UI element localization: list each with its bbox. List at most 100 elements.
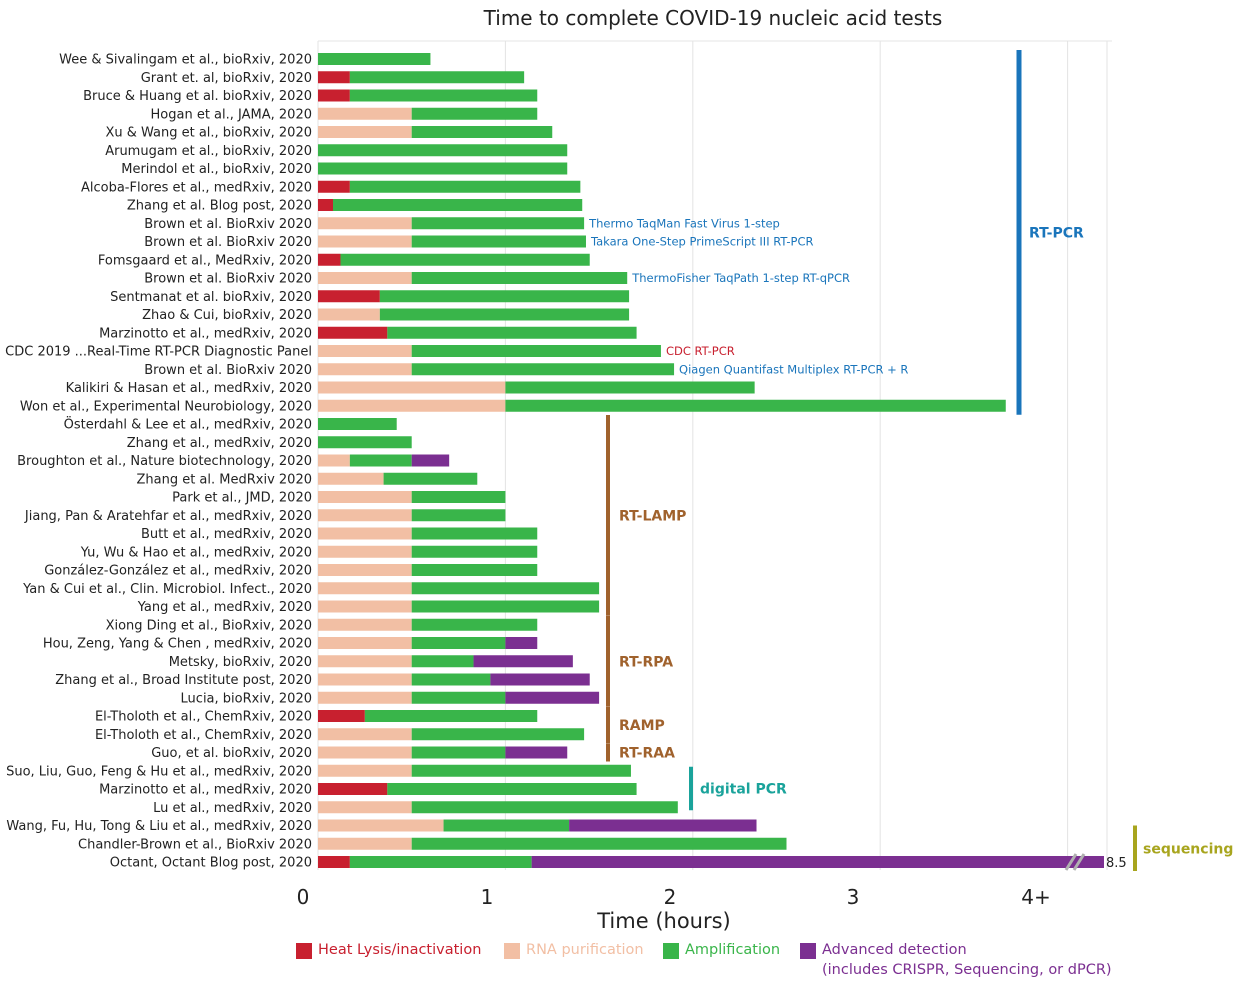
bar-segment-rna	[318, 272, 412, 284]
bar-segment-heat	[318, 856, 350, 868]
bar-segment-amp	[349, 71, 525, 84]
bar-segment-amp	[318, 53, 431, 65]
bar-segment-rna	[318, 673, 412, 686]
row-label: Zhang et al., medRxiv, 2020	[127, 436, 312, 451]
bar-segment-amp	[411, 126, 553, 138]
bar-segment-amp	[349, 89, 538, 102]
row-label: Marzinotto et al., medRxiv, 2020	[99, 783, 312, 798]
bar-segment-rna	[318, 363, 412, 376]
legend-swatch-heat	[296, 943, 312, 959]
bar-segment-adv	[490, 673, 590, 686]
row-label: Won et al., Experimental Neurobiology, 2…	[20, 399, 312, 414]
row-label: Suo, Liu, Guo, Feng & Hu et al., medRxiv…	[6, 764, 312, 779]
bar-segment-heat	[318, 180, 350, 193]
row-label: Fomsgaard et al., MedRxiv, 2020	[98, 253, 312, 268]
row-label: Lu et al., medRxiv, 2020	[153, 801, 312, 816]
row-label: Kalikiri & Hasan et al., medRxiv, 2020	[66, 381, 312, 396]
bar-segment-rna	[318, 655, 412, 668]
bar-segment-amp	[411, 491, 506, 503]
kit-annotation: Takara One-Step PrimeScript III RT-PCR	[590, 235, 814, 249]
row-label: Yu, Wu & Hao et al., medRxiv, 2020	[80, 545, 312, 560]
bar-segment-heat	[318, 71, 350, 84]
group-label: sequencing	[1143, 841, 1233, 857]
bar-segment-amp	[387, 326, 637, 339]
bar-segment-amp	[411, 235, 586, 248]
bar-segment-amp	[411, 673, 491, 686]
row-label: El-Tholoth et al., ChemRxiv, 2020	[95, 710, 312, 725]
row-label: Xiong Ding et al., BioRxiv, 2020	[106, 618, 312, 633]
bar-segment-amp	[505, 399, 1006, 412]
kit-annotation: ThermoFisher TaqPath 1-step RT-qPCR	[631, 271, 850, 285]
bar-segment-amp	[411, 746, 506, 759]
bar-segment-amp	[505, 381, 755, 394]
bar-segment-amp	[411, 527, 538, 540]
bar-segment-amp	[387, 783, 637, 795]
bar-segment-rna	[318, 126, 412, 138]
axis-break-mark	[1072, 853, 1086, 871]
legend-label-adv: Advanced detection (includes CRISPR, Seq…	[822, 942, 1112, 978]
bar-segment-rna	[318, 491, 412, 503]
bar-segment-adv	[569, 819, 757, 832]
bar-segment-amp	[411, 545, 538, 558]
row-label: Alcoba-Flores et al., medRxiv, 2020	[81, 180, 312, 195]
legend-item-heat: Heat Lysis/inactivation	[296, 940, 481, 960]
group-label: RT-PCR	[1029, 225, 1084, 241]
bar-segment-rna	[318, 728, 412, 741]
bar-segment-amp	[411, 217, 585, 230]
kit-annotation: Qiagen Quantifast Multiplex RT-PCR + R	[679, 362, 908, 376]
row-label: Zhao & Cui, bioRxiv, 2020	[142, 308, 312, 323]
row-label: Octant, Octant Blog post, 2020	[110, 856, 312, 871]
row-label: Guo, et al. bioRxiv, 2020	[151, 746, 312, 761]
row-label: Bruce & Huang et al. bioRxiv, 2020	[83, 89, 312, 104]
bar-segment-amp	[364, 710, 538, 722]
row-label: CDC 2019 ...Real-Time RT-PCR Diagnostic …	[5, 345, 312, 360]
bar-segment-amp	[411, 363, 675, 376]
bar-segment-heat	[318, 89, 350, 102]
bar-segment-amp	[411, 655, 474, 668]
bar-segment-rna	[318, 527, 412, 540]
legend-label-amp: Amplification	[685, 942, 781, 958]
row-label: Lucia, bioRxiv, 2020	[181, 691, 312, 706]
group-label: RT-RAA	[619, 746, 675, 762]
bar-segment-rna	[318, 691, 412, 704]
bar-segment-amp	[349, 454, 412, 467]
legend-label-heat: Heat Lysis/inactivation	[318, 942, 482, 958]
x-tick-label: 0	[297, 885, 310, 909]
bar-segment-adv	[505, 637, 538, 649]
bar-segment-amp	[411, 272, 628, 284]
bar-segment-amp	[411, 509, 506, 522]
group-label: RT-RPA	[619, 654, 673, 670]
row-label: Brown et al. BioRxiv 2020	[144, 272, 312, 287]
row-label: González-González et al., medRxiv, 2020	[44, 564, 312, 579]
bar-segment-rna	[318, 764, 412, 777]
bar-segment-rna	[318, 509, 412, 522]
axis-break-mark	[1064, 853, 1078, 871]
legend-item-amp: Amplification	[663, 940, 780, 960]
row-label: Zhang et al., Broad Institute post, 2020	[55, 673, 312, 688]
bar-segment-heat	[318, 199, 333, 211]
kit-annotation: CDC RT-PCR	[666, 344, 735, 358]
row-label: El-Tholoth et al., ChemRxiv, 2020	[95, 728, 312, 743]
bar-segment-rna	[318, 381, 506, 394]
row-label: Brown et al. BioRxiv 2020	[144, 363, 312, 378]
row-label: Merindol et al., bioRxiv, 2020	[121, 162, 312, 177]
bar-segment-adv	[505, 746, 568, 759]
row-label: Brown et al. BioRxiv 2020	[144, 235, 312, 250]
bar-segment-adv	[505, 691, 600, 704]
row-label: Chandler-Brown et al., BioRxiv 2020	[78, 837, 312, 852]
bar-segment-rna	[318, 637, 412, 649]
row-label: Hou, Zeng, Yang & Chen , medRxiv, 2020	[43, 637, 312, 652]
bar-segment-amp	[379, 290, 630, 303]
row-label: Jiang, Pan & Aratehfar et al., medRxiv, …	[24, 509, 312, 524]
bar-segment-amp	[332, 199, 583, 211]
bar-segment-amp	[411, 107, 538, 120]
x-tick-label: 4+	[1021, 885, 1050, 909]
row-label: Sentmanat et al. bioRxiv, 2020	[110, 290, 312, 305]
bar-segment-rna	[318, 399, 506, 412]
row-label: Grant et. al, bioRxiv, 2020	[141, 71, 312, 86]
row-label: Xu & Wang et al., bioRxiv, 2020	[105, 126, 312, 141]
row-label: Zhang et al. MedRxiv 2020	[136, 472, 312, 487]
bar-segment-adv	[411, 454, 450, 467]
bar-segment-amp	[411, 728, 585, 741]
